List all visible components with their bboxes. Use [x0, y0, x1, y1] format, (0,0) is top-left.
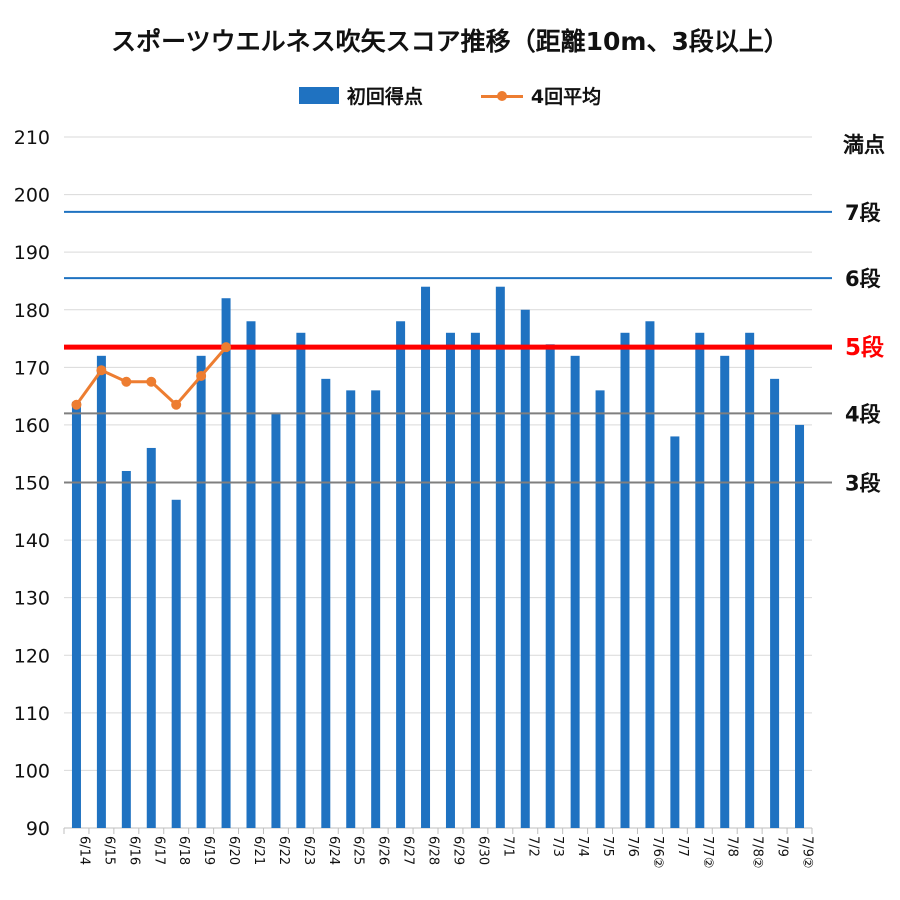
reference-label: 4段 — [845, 402, 881, 426]
x-tick-label: 6/30 — [475, 836, 490, 865]
legend-item-line: 4回平均 — [480, 82, 602, 109]
average-marker — [96, 365, 107, 376]
bar — [470, 332, 480, 828]
bar — [695, 332, 705, 828]
legend-label-bar: 初回得点 — [346, 86, 423, 108]
y-tick-label: 210 — [14, 127, 50, 149]
y-tick-label: 160 — [14, 415, 50, 437]
reference-label: 6段 — [845, 267, 881, 291]
x-tick-label: 6/17 — [151, 836, 166, 865]
bar — [221, 298, 231, 828]
x-tick-label: 6/21 — [251, 836, 266, 865]
legend-label-line: 4回平均 — [530, 86, 602, 108]
bar — [645, 321, 655, 828]
x-tick-label: 7/5 — [600, 836, 615, 857]
y-tick-label: 100 — [14, 760, 50, 782]
reference-label: 3段 — [845, 472, 881, 496]
average-marker — [121, 376, 132, 387]
bar — [346, 390, 356, 828]
y-tick-label: 140 — [14, 530, 50, 552]
bar — [545, 344, 555, 828]
x-tick-label: 6/16 — [126, 836, 141, 865]
chart-title: スポーツウエルネス吹矢スコア推移（距離10m、3段以上） — [111, 27, 789, 56]
bar — [246, 321, 256, 828]
average-marker — [196, 370, 207, 381]
x-tick-label: 7/7 — [675, 836, 690, 857]
reference-label: 満点 — [843, 133, 885, 157]
bar — [196, 355, 206, 828]
y-tick-label: 200 — [14, 185, 50, 207]
y-tick-label: 120 — [14, 645, 50, 667]
x-tick-label: 7/8② — [750, 836, 765, 869]
bar — [495, 286, 505, 828]
bar — [570, 355, 580, 828]
bar — [121, 470, 131, 828]
y-tick-label: 150 — [14, 473, 50, 495]
y-tick-label: 90 — [26, 818, 50, 840]
x-tick-label: 6/24 — [326, 836, 341, 865]
bar — [71, 401, 81, 828]
x-tick-label: 7/9 — [775, 836, 790, 857]
average-marker — [146, 376, 157, 387]
x-tick-label: 7/3 — [550, 836, 565, 857]
average-marker — [221, 342, 232, 353]
x-tick-label: 7/9② — [800, 836, 815, 869]
bar — [271, 413, 281, 828]
x-tick-label: 6/14 — [76, 836, 91, 865]
y-tick-label: 170 — [14, 357, 50, 379]
bar — [296, 332, 306, 828]
bar — [595, 390, 605, 828]
bar — [745, 332, 755, 828]
average-marker — [171, 399, 182, 410]
reference-label: 5段 — [845, 334, 884, 361]
bar — [371, 390, 381, 828]
x-tick-label: 7/6② — [650, 836, 665, 869]
bar — [396, 321, 406, 828]
x-tick-label: 7/8 — [725, 836, 740, 857]
x-tick-label: 6/15 — [101, 836, 116, 865]
bar — [321, 378, 331, 828]
bar — [146, 447, 156, 828]
y-tick-label: 190 — [14, 242, 50, 264]
legend: 初回得点 4回平均 — [0, 82, 900, 109]
x-tick-label: 6/29 — [450, 836, 465, 865]
x-tick-label: 6/28 — [426, 836, 441, 865]
x-tick-label: 6/20 — [226, 836, 241, 865]
x-tick-label: 6/26 — [376, 836, 391, 865]
x-tick-label: 7/4 — [575, 836, 590, 857]
x-tick-label: 6/23 — [301, 836, 316, 865]
bar — [445, 332, 455, 828]
x-tick-label: 7/7② — [700, 836, 715, 869]
bar — [670, 436, 680, 828]
bar — [720, 355, 730, 828]
x-tick-label: 7/1 — [500, 836, 515, 857]
legend-swatch-line — [480, 89, 523, 103]
bar — [770, 378, 780, 828]
bar — [96, 355, 106, 828]
y-tick-label: 180 — [14, 300, 50, 322]
y-tick-label: 110 — [14, 703, 50, 725]
x-tick-label: 6/22 — [276, 836, 291, 865]
bar — [421, 286, 431, 828]
x-tick-label: 6/18 — [176, 836, 191, 865]
bar — [620, 332, 630, 828]
average-marker — [71, 399, 82, 410]
x-tick-label: 7/6 — [625, 836, 640, 857]
legend-item-bar: 初回得点 — [298, 82, 423, 109]
reference-label: 7段 — [845, 201, 881, 225]
x-tick-label: 7/2 — [525, 836, 540, 857]
bar — [520, 309, 530, 828]
bar — [795, 424, 805, 828]
y-tick-label: 130 — [14, 588, 50, 610]
x-tick-label: 6/25 — [351, 836, 366, 865]
bar — [171, 499, 181, 828]
x-tick-label: 6/27 — [401, 836, 416, 865]
x-tick-label: 6/19 — [201, 836, 216, 865]
legend-swatch-bar — [298, 87, 339, 104]
